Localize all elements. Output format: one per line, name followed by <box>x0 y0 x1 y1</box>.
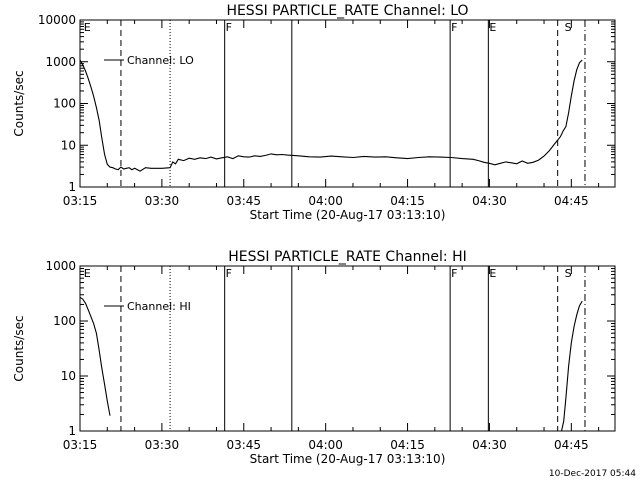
event-marker: F <box>226 21 232 34</box>
x-tick-label: 04:00 <box>308 194 343 208</box>
y-tick-label: 1 <box>68 424 76 438</box>
event-marker: S <box>565 21 572 34</box>
event-marker: E <box>84 267 91 280</box>
y-axis-label: Counts/sec <box>12 315 26 381</box>
data-series-line-0 <box>79 59 583 172</box>
data-series-line-0 <box>79 296 111 416</box>
event-marker: F <box>451 267 457 280</box>
generation-date: 10-Dec-2017 05:44 <box>549 469 636 479</box>
event-marker: E <box>84 21 91 34</box>
x-tick-label: 03:45 <box>226 194 261 208</box>
lo-channel-panel: HESSI PARTICLE_RATE Channel: LO 03:15 03:3… <box>12 3 616 222</box>
data-series-line-1 <box>560 300 583 432</box>
event-marker: F <box>451 21 457 34</box>
x-tick-label: 03:15 <box>63 438 98 452</box>
x-tick-label: 04:15 <box>390 438 425 452</box>
legend-label: Channel: HI <box>127 300 191 313</box>
y-tick-label: 10 <box>61 369 76 383</box>
event-marker: E <box>489 21 496 34</box>
x-tick-label: 03:45 <box>226 438 261 452</box>
x-tick-label: 04:15 <box>390 194 425 208</box>
chart-title: HESSI PARTICLE_RATE Channel: LO <box>226 3 468 19</box>
legend-label: Channel: LO <box>127 54 194 67</box>
event-marker: E <box>489 267 496 280</box>
x-tick-label: 04:30 <box>472 194 507 208</box>
y-tick-label: 1000 <box>45 55 76 69</box>
y-tick-label: 100 <box>53 97 76 111</box>
hi-channel-panel: HESSI PARTICLE_RATE Channel: HI 03:15 03:3… <box>12 249 616 466</box>
plot-frame <box>79 265 616 432</box>
x-tick-label: 03:30 <box>145 438 180 452</box>
x-tick-label: 04:45 <box>554 438 589 452</box>
y-tick-label: 10000 <box>38 13 76 27</box>
x-tick-label: 04:30 <box>472 438 507 452</box>
y-tick-label: 1000 <box>45 259 76 273</box>
x-tick-label: 04:00 <box>308 438 343 452</box>
x-axis-label: Start Time (20-Aug-17 03:13:10) <box>250 452 446 466</box>
event-marker: S <box>565 267 572 280</box>
x-tick-label: 03:15 <box>63 194 98 208</box>
chart-title: HESSI PARTICLE_RATE Channel: HI <box>228 249 466 265</box>
y-tick-label: 100 <box>53 314 76 328</box>
y-tick-label: 10 <box>61 138 76 152</box>
x-tick-label: 03:30 <box>145 194 180 208</box>
x-axis-label: Start Time (20-Aug-17 03:13:10) <box>250 208 446 222</box>
event-marker: F <box>226 267 232 280</box>
x-tick-label: 04:45 <box>554 194 589 208</box>
y-axis-label: Counts/sec <box>12 70 26 136</box>
y-tick-label: 1 <box>68 180 76 194</box>
